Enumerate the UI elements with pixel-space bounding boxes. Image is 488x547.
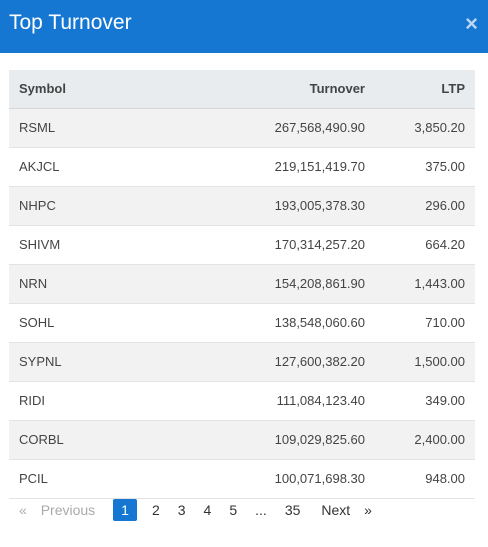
cell-symbol[interactable]: SOHL bbox=[9, 303, 179, 343]
table-row: CORBL 109,029,825.60 2,400.00 bbox=[9, 420, 475, 460]
turnover-table-container: Symbol Turnover LTP RSML 267,568,490.90 3,… bbox=[9, 70, 475, 499]
cell-symbol[interactable]: PCIL bbox=[9, 459, 179, 499]
cell-ltp: 1,443.00 bbox=[375, 264, 475, 304]
cell-ltp: 375.00 bbox=[375, 147, 475, 187]
previous-arrow-icon: « bbox=[19, 502, 27, 518]
page-button-5[interactable]: 5 bbox=[229, 502, 238, 518]
page-button-4[interactable]: 4 bbox=[203, 502, 212, 518]
cell-turnover: 170,314,257.20 bbox=[179, 225, 375, 265]
pagination: « Previous 1 2 3 4 5 ... 35 Next » bbox=[9, 496, 372, 524]
cell-ltp: 948.00 bbox=[375, 459, 475, 499]
column-header-symbol[interactable]: Symbol bbox=[9, 70, 179, 109]
pagination-ellipsis: ... bbox=[255, 502, 267, 518]
cell-symbol[interactable]: RIDI bbox=[9, 381, 179, 421]
cell-symbol[interactable]: CORBL bbox=[9, 420, 179, 460]
close-icon[interactable]: × bbox=[465, 11, 478, 36]
cell-ltp: 3,850.20 bbox=[375, 108, 475, 148]
table-row: SOHL 138,548,060.60 710.00 bbox=[9, 303, 475, 343]
modal-header: Top Turnover × bbox=[0, 0, 488, 53]
table-row: NHPC 193,005,378.30 296.00 bbox=[9, 186, 475, 226]
table-row: NRN 154,208,861.90 1,443.00 bbox=[9, 264, 475, 304]
previous-label: Previous bbox=[40, 502, 96, 518]
cell-symbol[interactable]: SHIVM bbox=[9, 225, 179, 265]
table-row: RSML 267,568,490.90 3,850.20 bbox=[9, 108, 475, 148]
table-row: SHIVM 170,314,257.20 664.20 bbox=[9, 225, 475, 265]
cell-ltp: 349.00 bbox=[375, 381, 475, 421]
cell-turnover: 193,005,378.30 bbox=[179, 186, 375, 226]
cell-symbol[interactable]: AKJCL bbox=[9, 147, 179, 187]
next-arrow-icon: » bbox=[364, 502, 372, 518]
cell-turnover: 267,568,490.90 bbox=[179, 108, 375, 148]
cell-symbol[interactable]: SYPNL bbox=[9, 342, 179, 382]
cell-symbol[interactable]: NHPC bbox=[9, 186, 179, 226]
table-row: RIDI 111,084,123.40 349.00 bbox=[9, 381, 475, 421]
cell-turnover: 138,548,060.60 bbox=[179, 303, 375, 343]
cell-ltp: 664.20 bbox=[375, 225, 475, 265]
cell-ltp: 710.00 bbox=[375, 303, 475, 343]
next-button[interactable]: Next » bbox=[309, 502, 371, 518]
next-label: Next bbox=[321, 502, 351, 518]
cell-turnover: 219,151,419.70 bbox=[179, 147, 375, 187]
cell-ltp: 2,400.00 bbox=[375, 420, 475, 460]
table-header-row: Symbol Turnover LTP bbox=[9, 70, 475, 109]
cell-ltp: 1,500.00 bbox=[375, 342, 475, 382]
cell-turnover: 109,029,825.60 bbox=[179, 420, 375, 460]
turnover-table: Symbol Turnover LTP RSML 267,568,490.90 3,… bbox=[9, 70, 475, 499]
table-row: AKJCL 219,151,419.70 375.00 bbox=[9, 147, 475, 187]
cell-symbol[interactable]: NRN bbox=[9, 264, 179, 304]
page-button-2[interactable]: 2 bbox=[151, 502, 160, 518]
cell-ltp: 296.00 bbox=[375, 186, 475, 226]
cell-symbol[interactable]: RSML bbox=[9, 108, 179, 148]
page-button-3[interactable]: 3 bbox=[177, 502, 186, 518]
column-header-ltp[interactable]: LTP bbox=[375, 70, 475, 109]
modal-title: Top Turnover bbox=[9, 11, 132, 34]
cell-turnover: 154,208,861.90 bbox=[179, 264, 375, 304]
table-row: PCIL 100,071,698.30 948.00 bbox=[9, 459, 475, 499]
cell-turnover: 127,600,382.20 bbox=[179, 342, 375, 382]
table-body: RSML 267,568,490.90 3,850.20 AKJCL 219,151,4… bbox=[9, 108, 475, 499]
page-button-35[interactable]: 35 bbox=[284, 502, 301, 518]
cell-turnover: 100,071,698.30 bbox=[179, 459, 375, 499]
column-header-turnover[interactable]: Turnover bbox=[179, 70, 375, 109]
table-row: SYPNL 127,600,382.20 1,500.00 bbox=[9, 342, 475, 382]
page-button-1[interactable]: 1 bbox=[113, 499, 137, 521]
previous-button[interactable]: « Previous bbox=[9, 502, 105, 518]
cell-turnover: 111,084,123.40 bbox=[179, 381, 375, 421]
